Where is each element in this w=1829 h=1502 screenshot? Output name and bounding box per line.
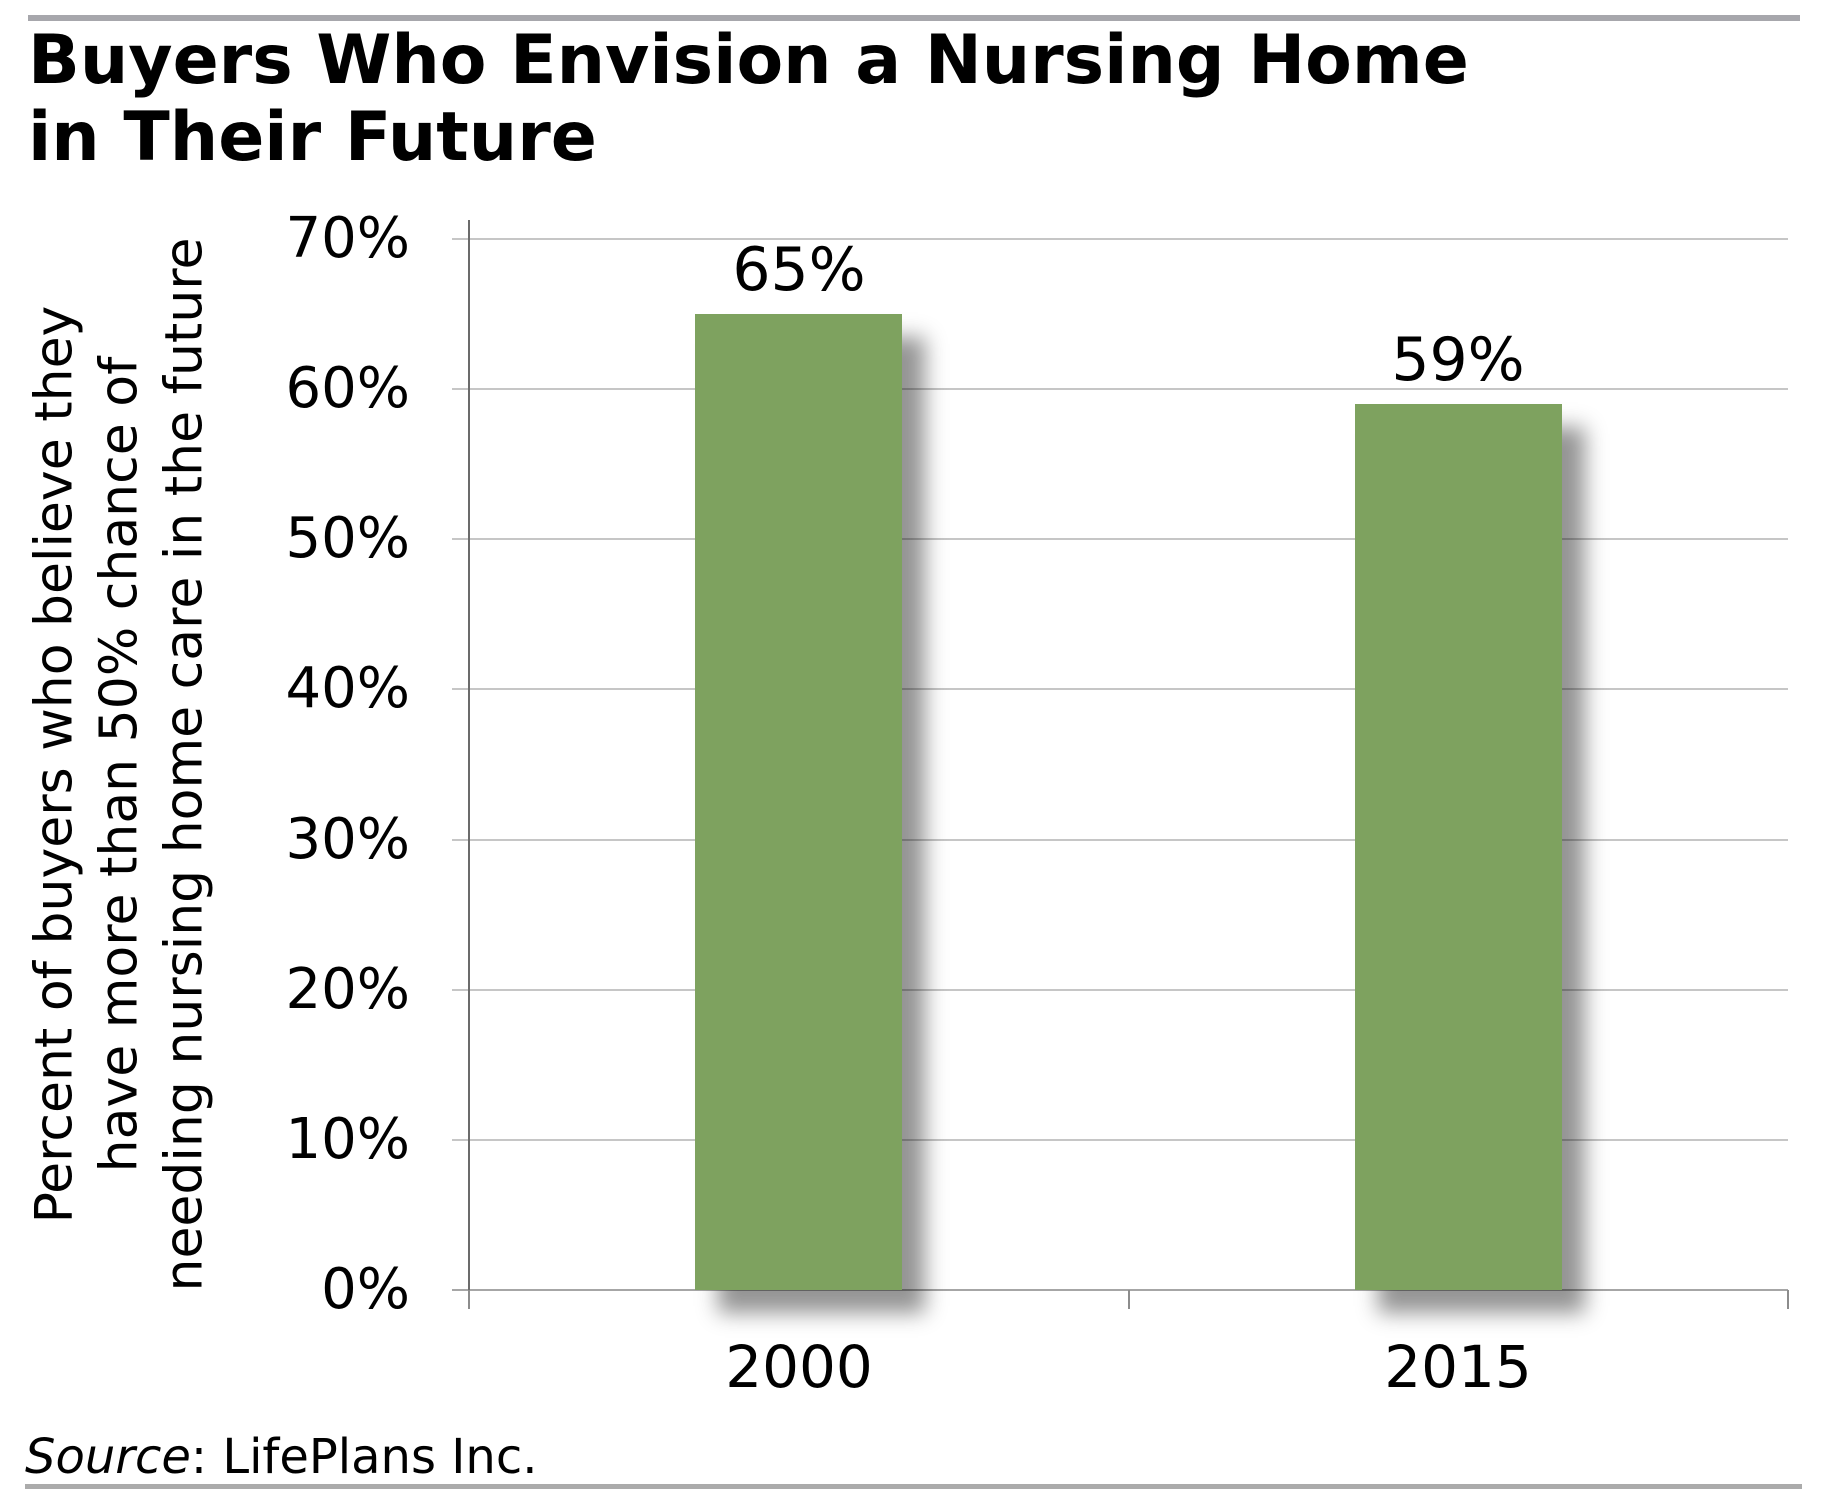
gridline-60 — [452, 388, 1788, 390]
gridline-20 — [452, 989, 1788, 991]
y-tick-label-20: 20% — [285, 957, 410, 1022]
y-tick-label-0: 0% — [321, 1257, 410, 1322]
bar-2000 — [695, 314, 902, 1290]
gridline-10 — [452, 1139, 1788, 1141]
y-tick-label-50: 50% — [285, 506, 410, 571]
bar-2015 — [1355, 404, 1562, 1290]
x-category-label-2000: 2000 — [725, 1333, 873, 1401]
source-text: : LifePlans Inc. — [190, 1429, 538, 1485]
gridline-0 — [452, 1289, 1788, 1291]
source-label: Source — [25, 1429, 191, 1485]
y-axis-line — [468, 220, 470, 1309]
x-axis-tick-0 — [468, 1290, 470, 1309]
chart-title-line2: in Their Future — [28, 98, 597, 177]
y-tick-label-30: 30% — [285, 807, 410, 872]
y-tick-label-40: 40% — [285, 656, 410, 721]
bar-value-label-2000: 65% — [732, 235, 866, 305]
x-category-label-2015: 2015 — [1384, 1333, 1532, 1401]
chart-title-line1: Buyers Who Envision a Nursing Home — [28, 21, 1469, 100]
bar-value-label-2015: 59% — [1391, 325, 1525, 395]
gridline-50 — [452, 538, 1788, 540]
source-line: Source: LifePlans Inc. — [25, 1429, 537, 1485]
y-tick-label-70: 70% — [285, 206, 410, 271]
x-axis-tick-2 — [1787, 1290, 1789, 1309]
gridline-40 — [452, 688, 1788, 690]
y-tick-label-10: 10% — [285, 1107, 410, 1172]
top-divider-rule — [28, 15, 1800, 21]
bottom-divider-rule — [25, 1484, 1802, 1489]
gridline-70 — [452, 238, 1788, 240]
y-tick-label-60: 60% — [285, 356, 410, 421]
x-axis-tick-1 — [1128, 1290, 1130, 1309]
chart-title: Buyers Who Envision a Nursing Home in Th… — [28, 22, 1469, 176]
gridline-30 — [452, 839, 1788, 841]
